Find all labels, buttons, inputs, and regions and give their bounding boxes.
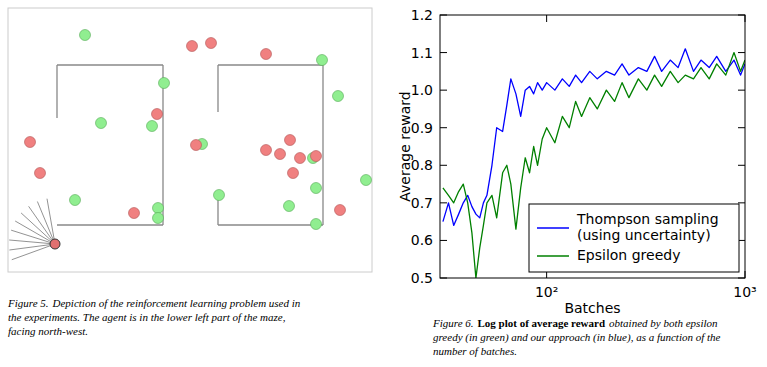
legend-line: Thompson sampling xyxy=(576,211,719,227)
y-tick-label: 0.8 xyxy=(411,157,433,173)
y-tick-label: 1.1 xyxy=(411,45,433,61)
x-axis-label: Batches xyxy=(564,300,620,316)
good-object xyxy=(284,201,295,212)
maze-wall xyxy=(217,200,218,225)
y-tick xyxy=(440,165,447,166)
y-tick xyxy=(738,90,745,91)
plot-lines xyxy=(443,49,745,278)
good-object xyxy=(317,55,328,66)
good-object xyxy=(153,213,164,224)
good-object xyxy=(311,219,322,230)
good-object xyxy=(159,78,170,89)
bad-object xyxy=(129,208,140,219)
agent-ray xyxy=(9,240,55,244)
agent-ray xyxy=(29,206,55,244)
x-tick-label: 10³ xyxy=(733,284,756,300)
bad-object xyxy=(187,41,198,52)
caption-label: Figure 5. xyxy=(7,297,49,309)
maze-wall xyxy=(162,65,163,225)
bad-object xyxy=(288,168,299,179)
good-object xyxy=(361,175,372,186)
y-axis-label: Average reward xyxy=(397,91,413,201)
legend-swatch xyxy=(537,227,569,229)
maze-wall xyxy=(218,224,323,225)
caption-line: obtained by both epsilon xyxy=(609,317,718,329)
maze-wall xyxy=(57,64,163,65)
caption-label: Figure 6. xyxy=(432,317,474,329)
good-object xyxy=(147,121,158,132)
caption: Figure 5.Depiction of the reinforcement … xyxy=(7,297,301,337)
x-tick xyxy=(546,15,547,22)
caption: Figure 6. Log plot of average rewardobtai… xyxy=(432,317,721,357)
agent-ray xyxy=(15,221,55,244)
bad-object xyxy=(191,140,202,151)
legend-label: Thompson sampling(using uncertainty) xyxy=(576,211,719,243)
y-tick xyxy=(440,127,447,128)
good-object xyxy=(214,190,225,201)
bad-object xyxy=(35,168,46,179)
good-object xyxy=(80,30,91,41)
agent-ray xyxy=(47,199,55,244)
legend-label: Epsilon greedy xyxy=(577,247,680,263)
agent-ray xyxy=(9,244,55,250)
bad-object xyxy=(295,153,306,164)
y-tick xyxy=(440,52,447,53)
maze-wall xyxy=(322,65,323,225)
good-object xyxy=(153,203,164,214)
bad-object xyxy=(261,145,272,156)
caption-line: Depiction of the reinforcement learning … xyxy=(52,297,301,309)
bad-object xyxy=(206,38,217,49)
legend: Thompson sampling(using uncertainty) Epsi… xyxy=(529,204,739,272)
agent-ray xyxy=(21,213,55,244)
chart: 0.5 0.6 0.7 0.8 0.9 1.0 1.1 1.2 10² 10³ Batches Ave… xyxy=(397,7,757,316)
good-object xyxy=(70,195,81,206)
y-tick xyxy=(738,127,745,128)
maze-wall xyxy=(56,65,57,118)
caption-line: greedy (in green) and our approach (in b… xyxy=(433,331,721,344)
y-tick-label: 1.2 xyxy=(411,7,433,23)
y-tick-label: 0.6 xyxy=(411,232,433,248)
bad-object xyxy=(311,151,322,162)
bad-object xyxy=(261,49,272,60)
bad-object xyxy=(152,109,163,120)
maze-border xyxy=(8,8,372,272)
y-tick-label: 0.9 xyxy=(411,120,433,136)
bad-object xyxy=(335,205,346,216)
caption-line: number of batches. xyxy=(433,345,517,357)
caption-emphasis: Log plot of average reward xyxy=(478,317,606,329)
series-line xyxy=(443,53,745,278)
y-tick xyxy=(440,90,447,91)
agent xyxy=(50,239,60,249)
y-tick xyxy=(440,240,447,241)
caption-line: facing north-west. xyxy=(8,325,88,337)
plot-frame xyxy=(440,15,745,278)
maze-wall xyxy=(57,224,163,225)
legend-line: (using uncertainty) xyxy=(577,227,711,243)
agent-ray xyxy=(12,244,55,260)
legend-line: Epsilon greedy xyxy=(577,247,680,263)
y-tick xyxy=(738,165,745,166)
caption-line: the experiments. The agent is in the low… xyxy=(8,311,286,323)
legend-swatch xyxy=(537,255,569,257)
good-object xyxy=(333,91,344,102)
x-tick-label: 10² xyxy=(535,284,558,300)
good-object xyxy=(96,118,107,129)
bad-object xyxy=(285,135,296,146)
good-object xyxy=(311,183,322,194)
maze-wall xyxy=(218,64,323,65)
bad-object xyxy=(275,149,286,160)
bad-object xyxy=(25,137,36,148)
maze xyxy=(8,8,372,272)
y-tick xyxy=(738,202,745,203)
y-tick-label: 0.7 xyxy=(411,195,433,211)
y-tick-label: 1.0 xyxy=(411,82,433,98)
figure: Figure 5.Depiction of the reinforcement … xyxy=(0,0,767,367)
y-tick xyxy=(738,52,745,53)
y-tick xyxy=(440,202,447,203)
legend-box xyxy=(529,204,739,272)
maze-wall xyxy=(217,65,218,112)
y-tick-label: 0.5 xyxy=(411,270,433,286)
series-line xyxy=(443,49,745,226)
